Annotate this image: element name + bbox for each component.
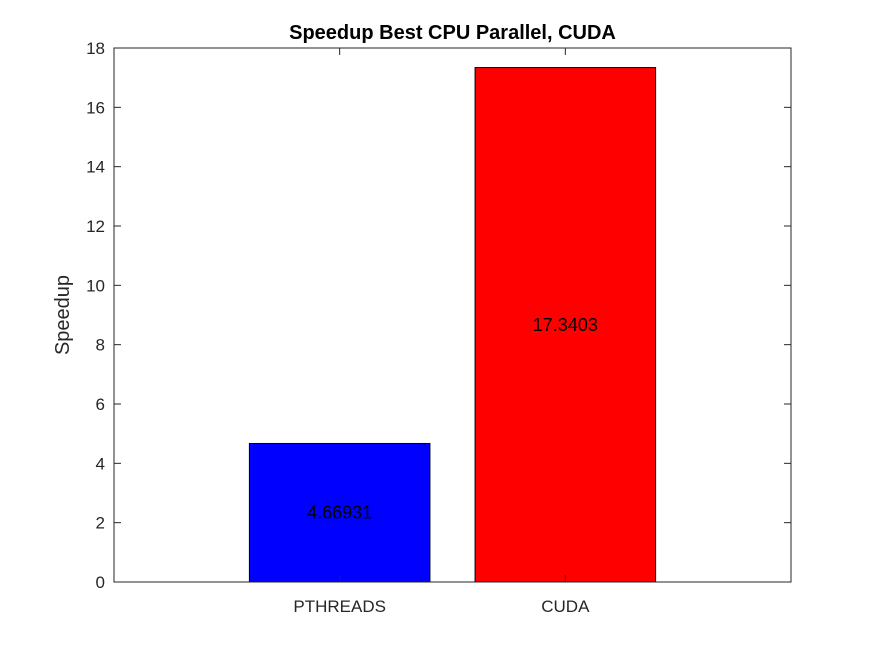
- y-tick-label: 6: [96, 395, 105, 414]
- x-tick-label: PTHREADS: [293, 597, 386, 616]
- bar-value-label-cuda: 17.3403: [533, 315, 598, 335]
- x-axis-ticks: PTHREADS CUDA: [293, 48, 590, 616]
- plot-border: [113, 47, 792, 583]
- y-tick-label: 2: [96, 514, 105, 533]
- y-tick-label: 4: [96, 454, 105, 473]
- y-tick-label: 8: [96, 336, 105, 355]
- y-tick-label: 0: [96, 573, 105, 592]
- y-tick-label: 10: [86, 276, 105, 295]
- chart-title: Speedup Best CPU Parallel, CUDA: [289, 22, 616, 44]
- y-tick-label: 18: [86, 39, 105, 58]
- y-axis-label: Speedup: [52, 275, 74, 355]
- y-tick-label: 16: [86, 98, 105, 117]
- bars-layer: [248, 67, 657, 583]
- bar-value-label-pthreads: 4.66931: [307, 503, 372, 523]
- y-tick-label: 12: [86, 217, 105, 236]
- bar-labels-layer: 4.66931 17.3403: [307, 315, 598, 523]
- x-tick-label: CUDA: [541, 597, 590, 616]
- bar-cuda: [474, 67, 657, 583]
- y-axis-ticks: 0 2 4 6 8 10 12 14 16 18: [86, 39, 791, 592]
- bar-pthreads: [248, 442, 431, 583]
- y-tick-label: 14: [86, 158, 105, 177]
- plot-area: [114, 48, 791, 582]
